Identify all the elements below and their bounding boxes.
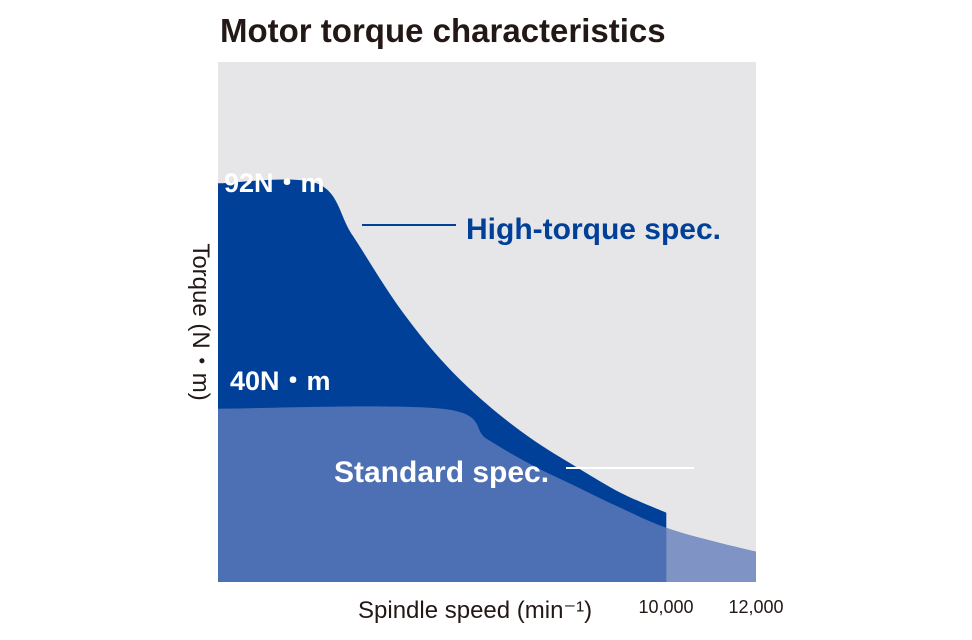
- standard-series-label: Standard spec.: [334, 456, 549, 489]
- x-tick-10000: 10,000: [638, 597, 693, 617]
- standard-extended-range-area: [666, 527, 756, 582]
- x-axis-label: Spindle speed (min⁻¹): [358, 597, 592, 624]
- y-axis-label: Torque (N・m): [187, 243, 214, 400]
- x-tick-12000: 12,000: [728, 597, 783, 617]
- standard-max-label: 40N・m: [230, 366, 331, 396]
- standard-area: [218, 406, 756, 582]
- high-torque-max-label: 92N・m: [224, 168, 325, 198]
- torque-areas: [218, 179, 756, 582]
- chart-title: Motor torque characteristics: [220, 12, 666, 49]
- high-torque-series-label: High-torque spec.: [466, 213, 721, 246]
